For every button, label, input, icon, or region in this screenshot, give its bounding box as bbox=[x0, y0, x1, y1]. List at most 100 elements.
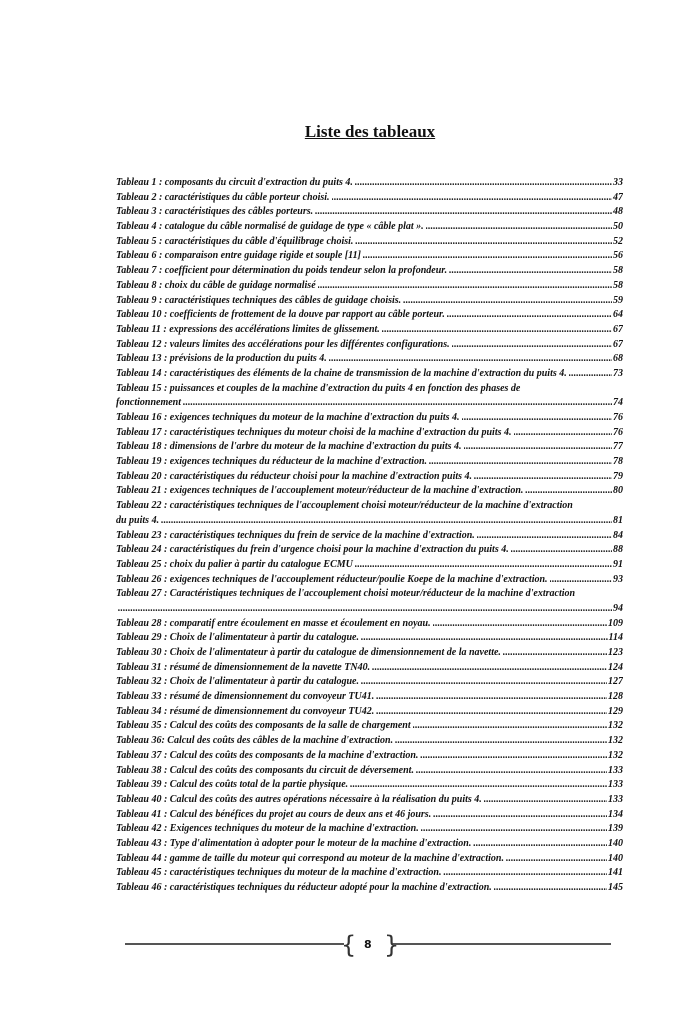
entry-page-number: 132 bbox=[608, 720, 623, 732]
entry-label: Tableau 17 : caractéristiques techniques… bbox=[116, 426, 512, 438]
entry-row: Tableau 35 : Calcul des coûts des compos… bbox=[116, 719, 623, 734]
entry-label: Tableau 44 : gamme de taille du moteur q… bbox=[116, 852, 504, 864]
entry-label: Tableau 32 : Choix de l'alimentateur à p… bbox=[116, 676, 359, 688]
entry-page-number: 84 bbox=[613, 529, 623, 541]
toc-entry[interactable]: Tableau 34 : résumé de dimensionnement d… bbox=[116, 705, 623, 720]
toc-entry[interactable]: Tableau 21 : exigences techniques de l'a… bbox=[116, 484, 623, 499]
dot-leader bbox=[426, 220, 612, 235]
toc-entry[interactable]: Tableau 26 : exigences techniques de l'a… bbox=[116, 573, 623, 588]
dot-leader bbox=[421, 822, 607, 837]
toc-entry[interactable]: Tableau 35 : Calcul des coûts des compos… bbox=[116, 719, 623, 734]
toc-entry[interactable]: Tableau 9 : caractéristiques techniques … bbox=[116, 294, 623, 309]
entry-row: Tableau 24 : caractéristiques du frein d… bbox=[116, 543, 623, 558]
toc-entry[interactable]: Tableau 17 : caractéristiques techniques… bbox=[116, 426, 623, 441]
entry-page-number: 88 bbox=[613, 544, 623, 556]
toc-entry[interactable]: Tableau 6 : comparaison entre guidage ri… bbox=[116, 249, 623, 264]
entry-row: du puits 4. 81 bbox=[116, 514, 623, 529]
toc-entry[interactable]: Tableau 14 : caractéristiques des élémen… bbox=[116, 367, 623, 382]
toc-entry[interactable]: Tableau 23 : caractéristiques techniques… bbox=[116, 529, 623, 544]
toc-entry[interactable]: Tableau 11 : expressions des accélératio… bbox=[116, 323, 623, 338]
entry-page-number: 50 bbox=[613, 221, 623, 233]
toc-entry[interactable]: Tableau 5 : caractéristiques du câble d'… bbox=[116, 235, 623, 250]
entry-label: Tableau 20 : caractéristiques du réducte… bbox=[116, 470, 473, 482]
toc-entry[interactable]: Tableau 31 : résumé de dimensionnement d… bbox=[116, 661, 623, 676]
toc-entry[interactable]: Tableau 15 : puissances et couples de la… bbox=[116, 382, 623, 411]
entry-page-number: 140 bbox=[608, 852, 623, 864]
entry-page-number: 76 bbox=[613, 412, 623, 423]
entry-page-number: 58 bbox=[613, 265, 623, 277]
toc-entry[interactable]: Tableau 37 : Calcul des coûts des compos… bbox=[116, 749, 623, 764]
dot-leader bbox=[372, 661, 607, 676]
toc-entry[interactable]: Tableau 38 : Calcul des coûts des compos… bbox=[116, 764, 623, 779]
entry-page-number: 59 bbox=[613, 294, 623, 306]
entry-label: Tableau 13 : prévisions de la production… bbox=[116, 353, 327, 365]
toc-entry[interactable]: Tableau 42 : Exigences techniques du mot… bbox=[116, 822, 623, 837]
toc-entry[interactable]: Tableau 22 : caractéristiques techniques… bbox=[116, 499, 623, 528]
table-list: Tableau 1 : composants du circuit d'extr… bbox=[116, 176, 623, 896]
entry-label: Tableau 36: Calcul des coûts des câbles … bbox=[116, 735, 394, 747]
toc-entry[interactable]: Tableau 36: Calcul des coûts des câbles … bbox=[116, 734, 623, 749]
toc-entry[interactable]: Tableau 13 : prévisions de la production… bbox=[116, 352, 623, 367]
toc-entry[interactable]: Tableau 41 : Calcul des bénéfices du pro… bbox=[116, 808, 623, 823]
toc-entry[interactable]: Tableau 10 : coefficients de frottement … bbox=[116, 308, 623, 323]
entry-page-number: 129 bbox=[608, 705, 623, 717]
entry-row: Tableau 44 : gamme de taille du moteur q… bbox=[116, 852, 623, 867]
toc-entry[interactable]: Tableau 45 : caractéristiques techniques… bbox=[116, 866, 623, 881]
entry-label: Tableau 27 : Caractéristiques techniques… bbox=[116, 588, 576, 600]
dot-leader bbox=[376, 705, 607, 720]
entry-page-number: 76 bbox=[613, 426, 623, 438]
dot-leader bbox=[474, 470, 612, 485]
entry-row: Tableau 42 : Exigences techniques du mot… bbox=[116, 822, 623, 837]
dot-leader bbox=[506, 852, 607, 867]
toc-entry[interactable]: Tableau 16 : exigences techniques du mot… bbox=[116, 411, 623, 426]
entry-page-number: 124 bbox=[608, 661, 623, 673]
entry-label: Tableau 39 : Calcul des coûts total de l… bbox=[116, 779, 349, 791]
dot-leader bbox=[514, 426, 613, 441]
toc-entry[interactable]: Tableau 18 : dimensions de l'arbre du mo… bbox=[116, 440, 623, 455]
entry-row: Tableau 7 : coefficient pour déterminati… bbox=[116, 264, 623, 279]
toc-entry[interactable]: Tableau 12 : valeurs limites des accélér… bbox=[116, 338, 623, 353]
toc-entry[interactable]: Tableau 32 : Choix de l'alimentateur à p… bbox=[116, 675, 623, 690]
toc-entry[interactable]: Tableau 2 : caractéristiques du câble po… bbox=[116, 191, 623, 206]
dot-leader bbox=[550, 573, 612, 588]
toc-entry[interactable]: Tableau 7 : coefficient pour déterminati… bbox=[116, 264, 623, 279]
toc-entry[interactable]: Tableau 30 : Choix de l'alimentateur à p… bbox=[116, 646, 623, 661]
entry-row: Tableau 43 : Type d'alimentation à adopt… bbox=[116, 837, 623, 852]
entry-row: Tableau 34 : résumé de dimensionnement d… bbox=[116, 705, 623, 720]
toc-entry[interactable]: Tableau 8 : choix du câble de guidage no… bbox=[116, 279, 623, 294]
toc-entry[interactable]: Tableau 28 : comparatif entre écoulement… bbox=[116, 617, 623, 632]
toc-entry[interactable]: Tableau 3 : caractéristiques des câbles … bbox=[116, 205, 623, 220]
toc-entry[interactable]: Tableau 43 : Type d'alimentation à adopt… bbox=[116, 837, 623, 852]
page-number: 8 bbox=[364, 938, 372, 951]
entry-label: Tableau 14 : caractéristiques des élémen… bbox=[116, 367, 567, 379]
toc-entry[interactable]: Tableau 33 : résumé de dimensionnement d… bbox=[116, 690, 623, 705]
entry-page-number: 47 bbox=[613, 191, 623, 203]
toc-entry[interactable]: Tableau 24 : caractéristiques du frein d… bbox=[116, 543, 623, 558]
dot-leader bbox=[413, 719, 607, 734]
entry-page-number: 94 bbox=[613, 602, 623, 614]
entry-label: Tableau 2 : caractéristiques du câble po… bbox=[116, 191, 330, 203]
entry-label: Tableau 7 : coefficient pour déterminati… bbox=[116, 265, 448, 277]
toc-entry[interactable]: Tableau 4 : catalogue du câble normalisé… bbox=[116, 220, 623, 235]
entry-label: Tableau 45 : caractéristiques techniques… bbox=[116, 867, 442, 879]
entry-row: Tableau 5 : caractéristiques du câble d'… bbox=[116, 235, 623, 250]
toc-entry[interactable]: Tableau 1 : composants du circuit d'extr… bbox=[116, 176, 623, 191]
dot-leader bbox=[355, 176, 612, 191]
toc-entry[interactable]: Tableau 29 : Choix de l'alimentateur à p… bbox=[116, 631, 623, 646]
dot-leader bbox=[473, 837, 607, 852]
toc-entry[interactable]: Tableau 20 : caractéristiques du réducte… bbox=[116, 470, 623, 485]
toc-entry[interactable]: Tableau 25 : choix du palier à partir du… bbox=[116, 558, 623, 573]
toc-entry[interactable]: Tableau 27 : Caractéristiques techniques… bbox=[116, 587, 623, 616]
entry-page-number: 123 bbox=[608, 647, 623, 658]
toc-entry[interactable]: Tableau 40 : Calcul des coûts des autres… bbox=[116, 793, 623, 808]
dot-leader bbox=[161, 514, 612, 529]
entry-page-number: 73 bbox=[613, 367, 623, 379]
dot-leader bbox=[420, 749, 607, 764]
toc-entry[interactable]: Tableau 44 : gamme de taille du moteur q… bbox=[116, 852, 623, 867]
entry-label: Tableau 19 : exigences techniques du réd… bbox=[116, 456, 428, 468]
toc-entry[interactable]: Tableau 46 : caractéristiques techniques… bbox=[116, 881, 623, 896]
toc-entry[interactable]: Tableau 19 : exigences techniques du réd… bbox=[116, 455, 623, 470]
toc-entry[interactable]: Tableau 39 : Calcul des coûts total de l… bbox=[116, 778, 623, 793]
right-brace-icon: } bbox=[384, 931, 400, 959]
entry-label: Tableau 31 : résumé de dimensionnement d… bbox=[116, 661, 371, 673]
